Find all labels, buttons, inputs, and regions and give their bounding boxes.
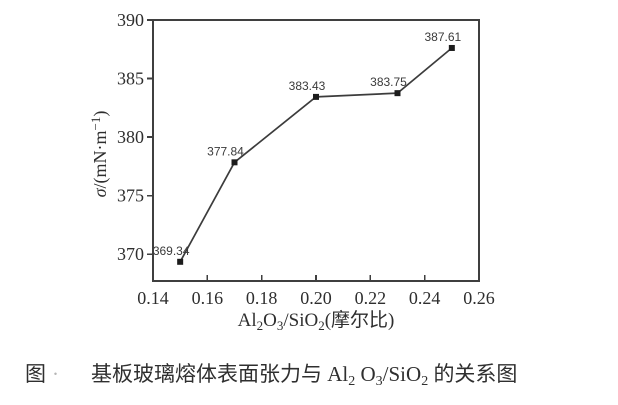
data-point-marker — [231, 159, 238, 166]
x-axis-label: Al2O3/SiO2(摩尔比) — [153, 305, 479, 334]
x-tick-label: 0.14 — [137, 288, 169, 308]
data-point-label: 377.84 — [207, 144, 244, 158]
x-axis-label-part: (摩尔比) — [324, 310, 395, 331]
x-tick-label: 0.22 — [355, 288, 387, 308]
x-tick-label: 0.26 — [463, 288, 495, 308]
x-axis-label-part: Al — [237, 310, 257, 331]
data-point-marker — [177, 258, 184, 265]
x-axis-label-subscript: 3 — [276, 318, 284, 333]
plot-frame — [152, 19, 480, 282]
figure-caption: 图 · 基板玻璃熔体表面张力与 Al2 O3/SiO2 的关系图 — [25, 358, 517, 390]
data-point-marker — [313, 93, 319, 100]
caption-text: 基板玻璃熔体表面张力与 Al2 O3/SiO2 的关系图 — [91, 362, 518, 389]
caption-subscript: 3 — [375, 374, 383, 389]
y-axis-label: σ/(mN·m−1) — [88, 54, 110, 254]
caption-faint-mark: · — [52, 362, 59, 386]
x-axis-label-part: /SiO — [283, 310, 319, 331]
y-axis-label-exponent: −1 — [88, 116, 103, 131]
y-tick-label: 375 — [117, 186, 144, 206]
x-axis-label-subscript: 2 — [256, 318, 264, 333]
caption-subscript: 2 — [348, 374, 356, 389]
y-axis-label-close: ) — [90, 110, 110, 117]
x-tick-label: 0.18 — [246, 288, 278, 308]
y-tick-label: 380 — [117, 127, 144, 147]
data-point-marker — [394, 90, 401, 97]
line-chart: 370 375 380 385 390 0.14 0.16 0.18 0.20 0.22 0.24 0… — [117, 10, 495, 308]
y-tick-label: 370 — [117, 244, 144, 264]
y-tick-label: 390 — [117, 10, 144, 30]
data-point-label: 387.61 — [424, 30, 461, 44]
caption-text-part: 基板玻璃熔体表面张力与 Al — [91, 362, 349, 386]
caption-text-part: 的关系图 — [428, 362, 518, 386]
caption-text-part: /SiO — [382, 362, 422, 386]
y-axis-label-unit: /(mN·m — [90, 130, 110, 189]
x-tick-label: 0.24 — [409, 288, 441, 308]
data-point-marker — [448, 44, 455, 51]
x-axis-label-subscript: 2 — [318, 318, 325, 333]
x-tick-label: 0.16 — [192, 288, 224, 308]
caption-figure-word: 图 — [25, 362, 46, 386]
caption-text-part: O — [355, 362, 376, 386]
x-axis-label-part: O — [263, 310, 277, 331]
y-tick-label: 385 — [117, 69, 144, 89]
data-point-label: 383.43 — [289, 79, 326, 93]
sigma-symbol: σ — [90, 188, 110, 198]
caption-subscript: 2 — [421, 374, 429, 389]
data-point-label: 369.34 — [153, 244, 190, 258]
x-tick-label: 0.20 — [300, 288, 332, 308]
data-point-label: 383.75 — [370, 75, 407, 89]
